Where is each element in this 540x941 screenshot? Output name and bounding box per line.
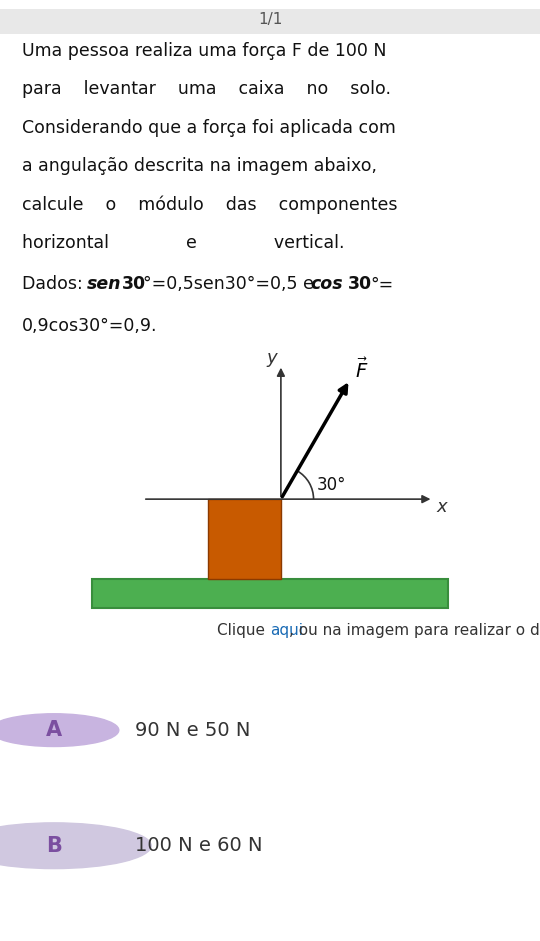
Circle shape bbox=[0, 713, 119, 746]
Text: x: x bbox=[437, 498, 448, 516]
Text: para    levantar    uma    caixa    no    solo.: para levantar uma caixa no solo. bbox=[22, 81, 390, 99]
Text: 100 N e 60 N: 100 N e 60 N bbox=[135, 837, 262, 855]
Text: horizontal              e              vertical.: horizontal e vertical. bbox=[22, 233, 344, 251]
Text: B: B bbox=[46, 836, 62, 855]
Text: Clique: Clique bbox=[217, 623, 270, 638]
Circle shape bbox=[0, 822, 151, 869]
Text: 1/1: 1/1 bbox=[258, 12, 282, 27]
FancyBboxPatch shape bbox=[208, 499, 281, 579]
Text: 30: 30 bbox=[348, 276, 373, 294]
Text: cos: cos bbox=[310, 276, 343, 294]
Text: y: y bbox=[266, 349, 277, 367]
Text: 90 N e 50 N: 90 N e 50 N bbox=[135, 721, 251, 740]
Text: 30: 30 bbox=[122, 276, 146, 294]
FancyBboxPatch shape bbox=[0, 9, 540, 34]
Text: °=0,5sen30°=0,5 e: °=0,5sen30°=0,5 e bbox=[143, 276, 320, 294]
Text: sen: sen bbox=[86, 276, 121, 294]
Text: A: A bbox=[46, 720, 62, 741]
Text: Uma pessoa realiza uma força F de 100 N: Uma pessoa realiza uma força F de 100 N bbox=[22, 42, 386, 60]
Text: a angulação descrita na imagem abaixo,: a angulação descrita na imagem abaixo, bbox=[22, 157, 376, 175]
Text: 0,9cos30°=0,9.: 0,9cos30°=0,9. bbox=[22, 317, 157, 335]
Text: aqui: aqui bbox=[270, 623, 303, 638]
Text: , ou na imagem para realizar o download.: , ou na imagem para realizar o download. bbox=[289, 623, 540, 638]
Text: Dados:: Dados: bbox=[22, 276, 88, 294]
Text: calcule    o    módulo    das    componentes: calcule o módulo das componentes bbox=[22, 195, 397, 214]
Text: 30°: 30° bbox=[317, 476, 347, 494]
Text: °=: °= bbox=[370, 276, 394, 294]
FancyBboxPatch shape bbox=[92, 579, 448, 608]
Text: $\vec{F}$: $\vec{F}$ bbox=[355, 358, 369, 382]
Text: Considerando que a força foi aplicada com: Considerando que a força foi aplicada co… bbox=[22, 119, 395, 136]
